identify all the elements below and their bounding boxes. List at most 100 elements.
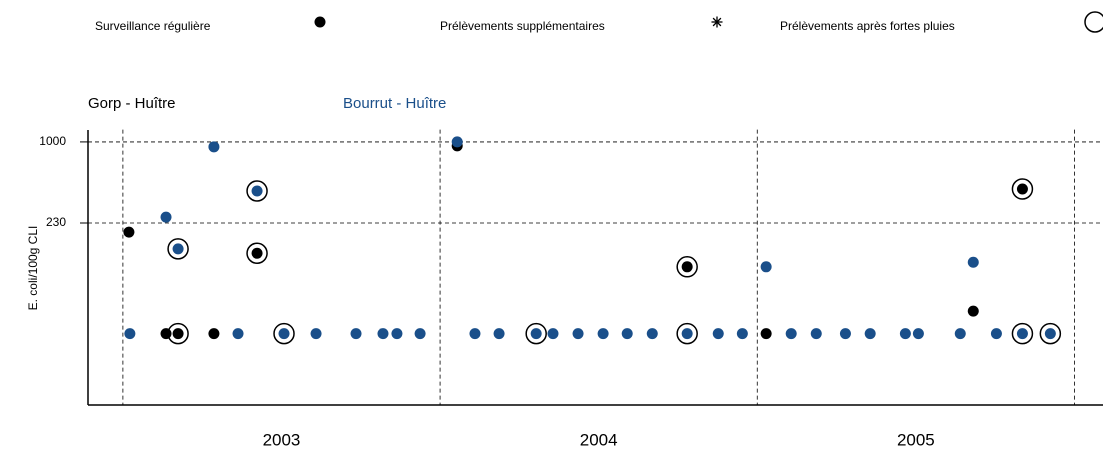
- data-point: [273, 322, 295, 345]
- x-tick-label: 2004: [580, 430, 618, 449]
- dot-marker: [232, 328, 244, 340]
- data-point: [912, 328, 924, 340]
- data-point: [646, 328, 658, 340]
- series-label: Bourrut - Huître: [343, 95, 446, 112]
- data-point: [391, 328, 403, 340]
- data-point: [954, 328, 966, 340]
- ring-marker: [1039, 322, 1062, 345]
- data-point: [736, 328, 748, 340]
- data-point: [160, 211, 172, 223]
- dot-marker: [681, 328, 693, 340]
- dot-marker: [160, 328, 172, 340]
- y-tick-label: 1000: [39, 134, 66, 148]
- dot-marker: [572, 328, 584, 340]
- dot-marker: [864, 328, 876, 340]
- dot-marker: [1044, 328, 1056, 340]
- data-point: [990, 328, 1002, 340]
- data-point: [377, 328, 389, 340]
- data-point: [246, 242, 268, 264]
- dot-marker: [912, 328, 924, 340]
- dot-marker: [278, 328, 290, 340]
- data-point: [572, 328, 584, 340]
- data-point: [208, 328, 220, 340]
- dot-marker: [251, 185, 263, 197]
- data-point: [160, 328, 172, 340]
- dot-marker: [414, 328, 426, 340]
- asterisk-stroke: [712, 17, 722, 27]
- dot-marker: [350, 328, 362, 340]
- legend-label: Prélèvements supplémentaires: [440, 19, 605, 33]
- data-point: [414, 328, 426, 340]
- dot-marker: [646, 328, 658, 340]
- dot-marker: [810, 328, 822, 340]
- data-point: [123, 226, 135, 238]
- data-point: [676, 256, 698, 278]
- dot-marker: [760, 261, 772, 273]
- x-tick-label: 2005: [897, 430, 935, 449]
- legend-label: Prélèvements après fortes pluies: [780, 19, 955, 33]
- dot-marker: [377, 328, 389, 340]
- data-point: [124, 328, 136, 340]
- data-point: [785, 328, 797, 340]
- data-point: [1039, 322, 1062, 345]
- ring-marker: [246, 180, 268, 202]
- dot-marker: [1016, 328, 1028, 340]
- dot-marker: [160, 211, 172, 223]
- data-point: [310, 328, 322, 340]
- dot-marker: [967, 305, 979, 317]
- dot-marker: [208, 328, 220, 340]
- data-point: [469, 328, 481, 340]
- ring-marker: [525, 322, 547, 345]
- data-point: [547, 328, 559, 340]
- series-label: Gorp - Huître: [88, 95, 176, 112]
- dot-marker: [760, 328, 772, 340]
- dot-marker: [251, 247, 263, 259]
- data-point: [167, 322, 189, 345]
- data-point: [760, 261, 772, 273]
- dot-marker: [967, 256, 979, 268]
- dot-marker: [785, 328, 797, 340]
- data-point: [232, 328, 244, 340]
- ring-marker: [1084, 11, 1103, 33]
- ring-marker: [1011, 322, 1034, 345]
- asterisk-marker: [711, 16, 723, 28]
- data-point: [1011, 178, 1034, 200]
- dot-marker: [208, 141, 220, 153]
- dot-marker: [899, 328, 911, 340]
- dot-marker: [172, 243, 184, 255]
- data-point: [167, 238, 189, 260]
- data-point: [712, 328, 724, 340]
- data-point: [246, 180, 268, 202]
- dot-marker: [547, 328, 559, 340]
- dot-marker: [736, 328, 748, 340]
- ring-marker: [676, 322, 698, 345]
- dot-marker: [310, 328, 322, 340]
- data-point: [810, 328, 822, 340]
- dot-marker: [451, 136, 463, 148]
- dot-marker: [621, 328, 633, 340]
- data-point: [621, 328, 633, 340]
- y-tick-label: 230: [46, 215, 66, 229]
- data-point: [1011, 322, 1034, 345]
- legend-label: Surveillance régulière: [95, 19, 211, 33]
- dot-marker: [123, 226, 135, 238]
- ring-marker: [167, 322, 189, 345]
- dot-marker: [493, 328, 505, 340]
- ring-marker: [273, 322, 295, 345]
- data-point: [967, 305, 979, 317]
- data-point: [208, 141, 220, 153]
- dot-marker: [839, 328, 851, 340]
- data-point: [350, 328, 362, 340]
- data-point: [967, 256, 979, 268]
- dot-marker: [172, 328, 184, 340]
- dot-marker: [954, 328, 966, 340]
- ring-marker: [167, 238, 189, 260]
- dot-marker: [597, 328, 609, 340]
- x-tick-label: 2003: [263, 430, 301, 449]
- y-axis-label: E. coli/100g CLI: [26, 226, 40, 311]
- dot-marker: [314, 16, 326, 28]
- data-point: [525, 322, 547, 345]
- dot-marker: [712, 328, 724, 340]
- dot-marker: [391, 328, 403, 340]
